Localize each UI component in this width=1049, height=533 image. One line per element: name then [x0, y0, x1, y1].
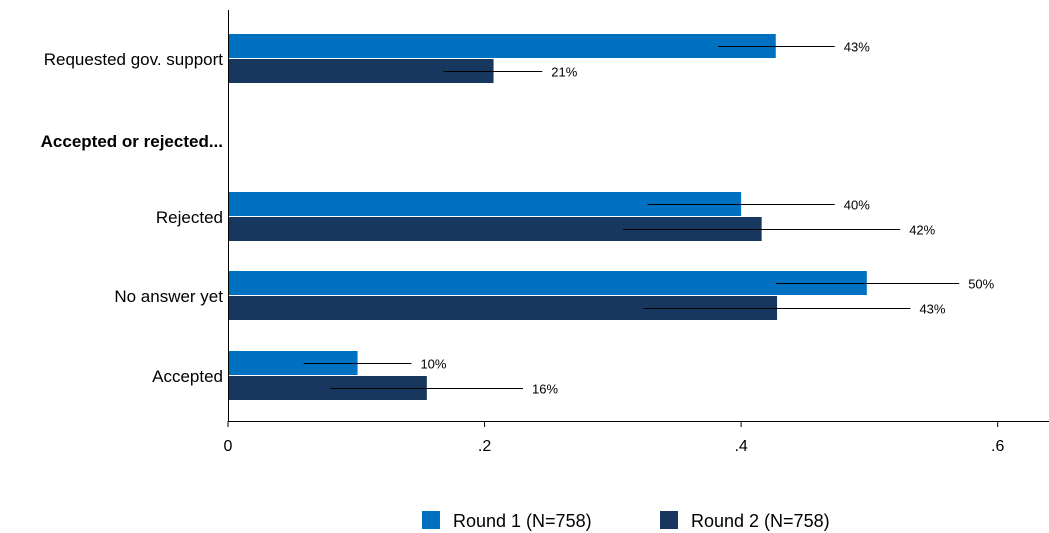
category-label: No answer yet [114, 287, 223, 306]
data-label-series1-2: 40% [844, 198, 870, 213]
data-label-series1-4: 10% [420, 357, 446, 372]
x-tick-label: .2 [478, 438, 491, 455]
legend-swatch-series2 [660, 511, 678, 529]
data-labels-layer: 43% 40% 50% 10% 21% 42% 43% 16% [420, 40, 994, 397]
x-tick-label: 0 [224, 438, 233, 455]
legend-label-series2: Round 2 (N=758) [691, 511, 830, 531]
category-label: Accepted [152, 367, 223, 386]
legend-swatch-series1 [422, 511, 440, 529]
data-label-series2-3: 43% [919, 302, 945, 317]
bar-series1-3 [228, 271, 867, 295]
data-label-series2-0: 21% [551, 65, 577, 80]
data-label-series2-4: 16% [532, 382, 558, 397]
bars-layer [228, 34, 867, 400]
bar-series1-0 [228, 34, 776, 58]
x-tick-label: .4 [734, 438, 747, 455]
group-heading-label: Accepted or rejected... [41, 132, 223, 151]
category-labels-layer: Requested gov. support Accepted or reject… [41, 50, 224, 386]
error-bars-layer [303, 46, 960, 389]
legend: Round 1 (N=758) Round 2 (N=758) [422, 511, 830, 531]
data-label-series2-2: 42% [909, 223, 935, 238]
x-tick-label: .6 [991, 438, 1004, 455]
data-label-series1-0: 43% [844, 40, 870, 55]
legend-label-series1: Round 1 (N=758) [453, 511, 592, 531]
category-label: Rejected [156, 208, 223, 227]
data-label-series1-3: 50% [968, 277, 994, 292]
x-ticks-layer: 0 .2 .4 .6 [224, 421, 1004, 455]
category-label: Requested gov. support [44, 50, 224, 69]
